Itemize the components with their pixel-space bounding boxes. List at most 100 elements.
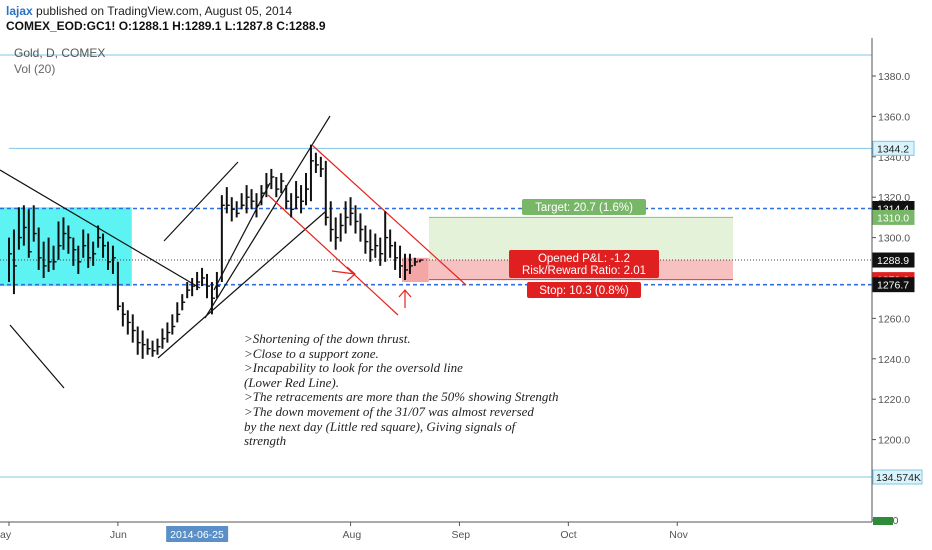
price-label-tag: 1310.0 xyxy=(872,209,915,225)
price-label-bg xyxy=(872,252,915,268)
price-label-tag: 1288.9 xyxy=(872,252,915,268)
volume-legend: Vol (20) xyxy=(14,62,56,76)
ohlc-bar xyxy=(126,310,131,335)
ohlc-bar xyxy=(191,278,196,297)
analysis-note: >Shortening of the down thrust. >Close t… xyxy=(244,331,634,449)
stop-label[interactable]: Stop: 10.3 (0.8%) xyxy=(527,282,641,298)
ohlc-bar xyxy=(87,233,92,268)
ohlc-high-value: 1289.1 xyxy=(184,19,222,33)
ohlc-bar xyxy=(364,225,369,254)
ohlc-bar xyxy=(22,205,27,246)
ohlc-bar xyxy=(62,217,67,250)
price-label-tag: 1344.2 xyxy=(872,140,915,156)
position-labels-layer: Target: 20.7 (1.6%) Opened P&L: -1.2Risk/… xyxy=(509,199,659,298)
note-line: >Shortening of the down thrust. xyxy=(244,331,411,346)
upper-red-channel-line xyxy=(311,144,467,286)
ohlc-bar xyxy=(116,261,121,311)
volume-label-tag: 134.574K xyxy=(872,469,923,485)
ohlc-bar xyxy=(42,241,47,278)
price-tick-label: 1240.0 xyxy=(878,354,910,366)
ohlc-bar xyxy=(8,237,12,283)
ohlc-low-label: L: xyxy=(224,19,237,33)
ohlc-bar xyxy=(171,314,176,335)
price-label-bg xyxy=(872,277,915,293)
ohlc-bar xyxy=(166,322,171,343)
time-tick-label: Nov xyxy=(669,529,688,541)
stop-label-bg xyxy=(527,282,641,298)
ohlc-bar xyxy=(329,201,334,242)
price-tick-label: 1260.0 xyxy=(878,313,910,325)
ohlc-bar xyxy=(176,302,181,323)
ohlc-bar xyxy=(349,197,354,226)
note-line: >Close to a support zone. xyxy=(244,345,379,361)
ohlc-bar xyxy=(72,237,77,266)
trend-line xyxy=(204,115,331,319)
price-tick-label: 1200.0 xyxy=(878,435,910,447)
ohlc-bar xyxy=(107,241,111,270)
ohlc-bar xyxy=(354,205,359,234)
ohlc-bar xyxy=(210,282,215,315)
ohlc-bar xyxy=(280,172,285,194)
note-line: >The retracements are more than the 50% … xyxy=(244,389,559,405)
target-label-bg xyxy=(522,199,646,215)
ohlc-bar xyxy=(97,225,102,248)
ohlc-bar xyxy=(77,245,82,274)
ohlc-line: COMEX_EOD:GC1! O:1288.1 H:1289.1 L:1287.… xyxy=(6,19,326,33)
note-line: (Lower Red Line). xyxy=(244,374,339,390)
stop-label-text: Stop: 10.3 (0.8%) xyxy=(539,285,629,297)
trend-line xyxy=(157,211,326,359)
note-line: >The down movement of the 31/07 was almo… xyxy=(244,403,534,419)
ohlc-bar xyxy=(295,181,300,210)
ohlc-bar xyxy=(92,241,97,266)
price-tick-label: 1300.0 xyxy=(878,233,910,245)
ohlc-bar xyxy=(67,225,72,254)
price-chart[interactable]: 1380.01360.01340.01320.01300.01280.01260… xyxy=(0,38,932,550)
price-tick-label: 1360.0 xyxy=(878,111,910,123)
trend-line xyxy=(9,324,65,389)
ohlc-bar xyxy=(339,213,344,242)
target-label[interactable]: Target: 20.7 (1.6%) xyxy=(522,199,646,215)
ohlc-bar xyxy=(235,201,240,218)
ohlc-bar xyxy=(181,294,186,311)
ohlc-bar xyxy=(413,257,418,266)
ohlc-bar xyxy=(111,245,116,274)
trend-line xyxy=(0,169,201,289)
note-line: by the next day (Little red square), Giv… xyxy=(244,418,516,434)
price-tick-label: 1220.0 xyxy=(878,394,910,406)
author-link[interactable]: lajax xyxy=(6,4,33,18)
ohlc-bar xyxy=(146,338,151,355)
ohlc-bar xyxy=(156,338,161,355)
ohlc-bar xyxy=(82,229,87,258)
ohlc-bar xyxy=(384,211,389,262)
ohlc-bar xyxy=(374,233,379,258)
ohlc-bar xyxy=(314,152,319,173)
ohlc-bar xyxy=(265,172,270,198)
ohlc-bar xyxy=(215,271,220,299)
price-label-text: 1310.0 xyxy=(877,212,909,224)
ohlc-bar xyxy=(225,187,230,214)
ohlc-bar xyxy=(102,233,107,258)
ohlc-bar xyxy=(334,217,339,250)
note-line: strength xyxy=(244,433,287,449)
ohlc-bar xyxy=(408,253,413,274)
price-label-text: 1288.9 xyxy=(877,255,909,267)
volume-label-bg xyxy=(872,469,923,485)
time-tick-label: ay xyxy=(0,529,12,541)
ohlc-bar xyxy=(220,195,225,283)
published-line: lajax published on TradingView.com, Augu… xyxy=(6,4,292,18)
pnl-rr-bg xyxy=(509,250,659,278)
price-label-text: 1344.2 xyxy=(877,143,909,155)
price-axis-layer: 1380.01360.01340.01320.01300.01280.01260… xyxy=(871,38,923,527)
ohlc-bar xyxy=(47,237,52,272)
ohlc-bar xyxy=(230,197,235,222)
ohlc-bar xyxy=(131,314,136,343)
ohlc-bar xyxy=(161,328,166,349)
ohlc-open-value: 1288.1 xyxy=(132,19,169,33)
consolidation-box xyxy=(0,207,132,287)
ohlc-bar xyxy=(359,213,364,242)
ohlc-high-label: H: xyxy=(172,19,185,33)
ohlc-bar xyxy=(245,185,250,214)
pnl-text: Opened P&L: -1.2 xyxy=(538,253,630,265)
chart-legend-title: Gold, D, COMEX xyxy=(14,46,106,60)
